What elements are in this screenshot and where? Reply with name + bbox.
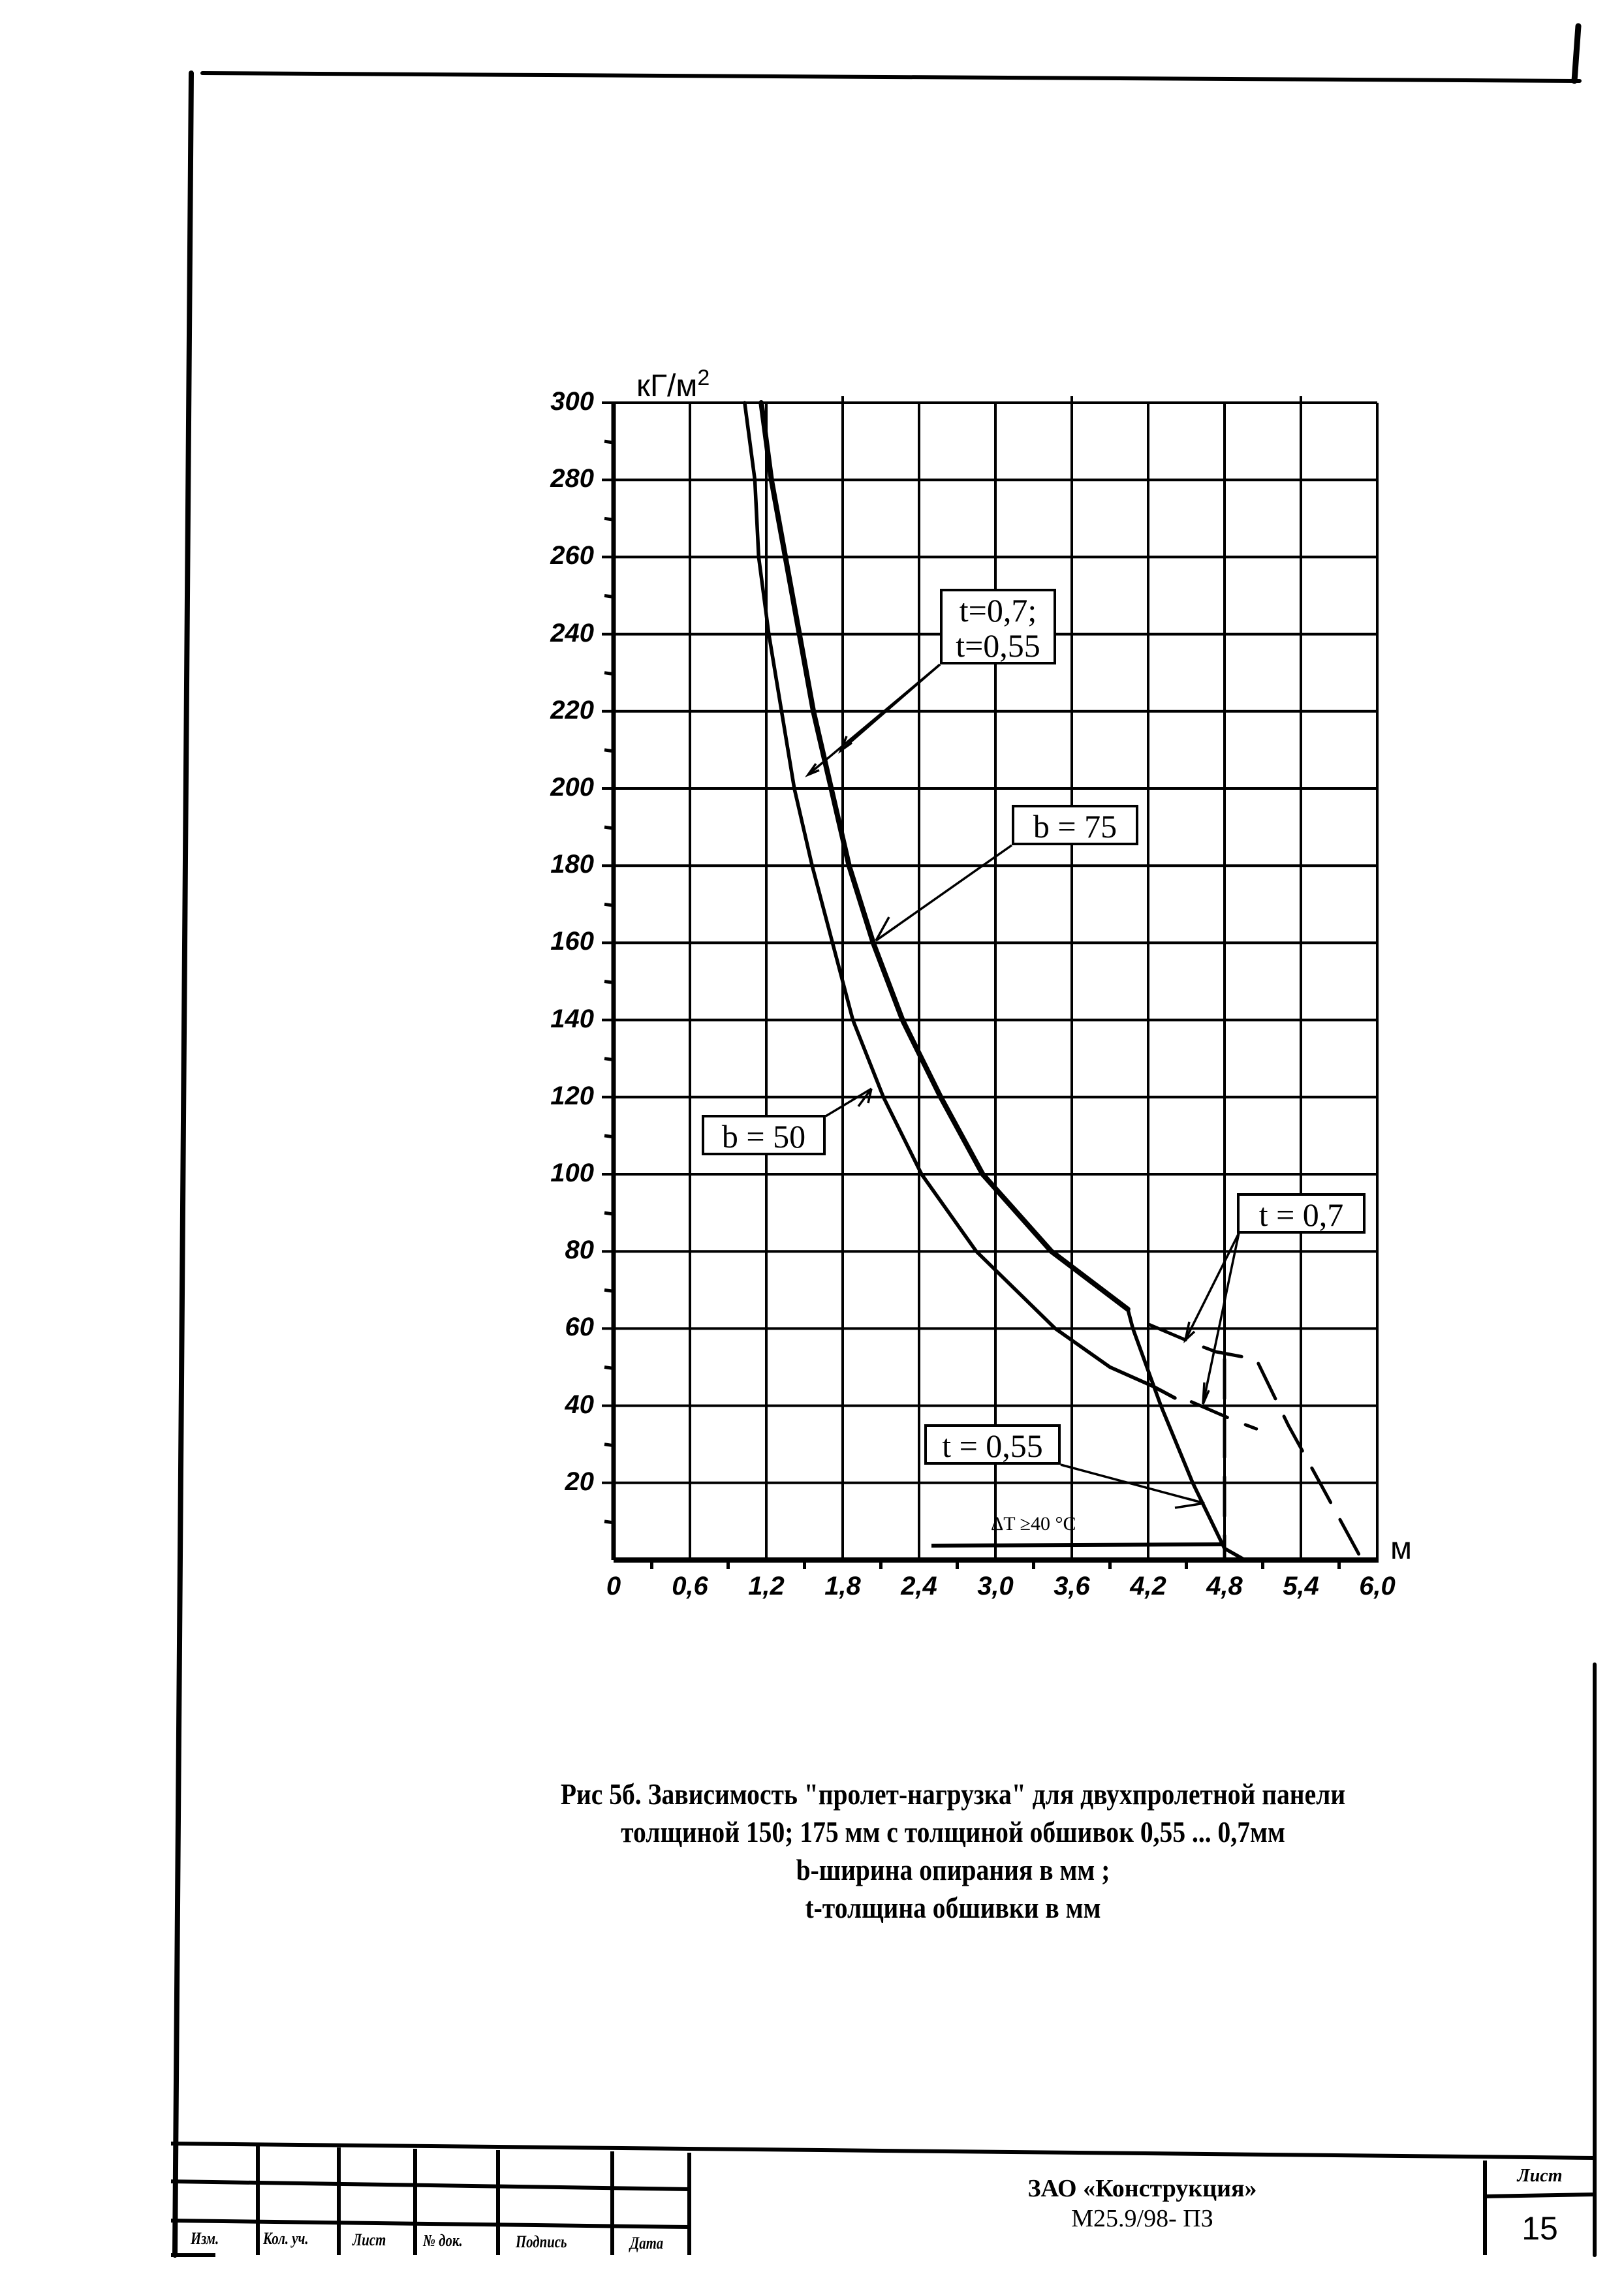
tb-organization: ЗАО «Конструкция» М25.9/98- ПЗ <box>1027 2175 1257 2232</box>
x-tick-label: 2,4 <box>901 1572 937 1600</box>
y-tick-label: 200 <box>550 773 594 802</box>
tb-header-kol: Кол. уч. <box>263 2229 309 2248</box>
y-axis-unit: кГ/м2 <box>636 366 710 403</box>
y-tick-label: 140 <box>550 1004 594 1033</box>
y-tick-label: 120 <box>550 1081 594 1110</box>
curve-3 <box>1148 1322 1364 1562</box>
caption-line-1: Рис 5б. Зависимость "пролет-нагрузка" дл… <box>560 1777 1346 1811</box>
caption-line-4: t-толщина обшивки в мм <box>805 1891 1101 1924</box>
x-tick-label: 3,0 <box>977 1572 1014 1600</box>
delta-t-line <box>931 1542 1224 1548</box>
curve-0 <box>743 401 1177 1400</box>
chart-grid <box>602 396 1379 1560</box>
y-tick-label: 280 <box>550 464 594 493</box>
delta-t-label: ΔT ≥40 °C <box>991 1513 1076 1535</box>
axis-minor-ticks <box>604 439 1341 1569</box>
x-tick-label: 1,2 <box>748 1572 785 1600</box>
y-tick-label: 300 <box>550 387 594 416</box>
y-tick-label: 180 <box>550 850 594 879</box>
y-tick-label: 260 <box>550 541 594 570</box>
x-tick-label: 3,6 <box>1054 1572 1090 1600</box>
tb-header-list: Лист <box>352 2230 386 2249</box>
x-tick-label: 6,0 <box>1359 1572 1396 1600</box>
y-tick-label: 100 <box>550 1159 594 1187</box>
annotation-t055: t = 0,55 <box>924 1424 1061 1465</box>
x-tick-label: 0,6 <box>672 1572 708 1600</box>
x-tick-label: 0 <box>606 1572 621 1600</box>
annotation-t07: t = 0,7 <box>1237 1193 1366 1234</box>
annotation-b75: b = 75 <box>1012 805 1138 845</box>
title-block-lines <box>170 2142 1595 2257</box>
tb-sheet-label: Лист <box>1517 2166 1563 2186</box>
annotation-b50: b = 50 <box>702 1115 826 1155</box>
x-tick-label: 1,8 <box>824 1572 861 1600</box>
x-tick-label: 5,4 <box>1283 1572 1319 1600</box>
y-tick-label: 240 <box>550 618 594 648</box>
y-tick-label: 160 <box>550 927 594 956</box>
leader-lines <box>805 663 1240 1509</box>
x-tick-label: 4,8 <box>1206 1572 1243 1600</box>
y-tick-label: 20 <box>565 1467 595 1496</box>
curve-4 <box>1189 1400 1258 1431</box>
tb-header-doc: № док. <box>423 2231 463 2250</box>
y-tick-label: 80 <box>565 1236 595 1265</box>
tb-header-izm: Изм. <box>191 2229 219 2248</box>
annotation-t-both: t=0,7; t=0,55 <box>940 589 1056 664</box>
curve-2 <box>1126 1307 1247 1562</box>
y-tick-label: 40 <box>565 1390 595 1419</box>
tb-header-date: Дата <box>630 2234 664 2253</box>
figure-caption: Рис 5б. Зависимость "пролет-нагрузка" дл… <box>448 1775 1458 1927</box>
curve-1 <box>758 400 1131 1312</box>
tb-header-sign: Подпись <box>516 2232 567 2251</box>
caption-line-3: b-ширина опирания в мм ; <box>796 1853 1110 1886</box>
chart-curves <box>743 400 1364 1562</box>
y-tick-label: 220 <box>550 695 594 725</box>
x-axis-unit: м <box>1390 1531 1412 1566</box>
tb-sheet-number: 15 <box>1522 2210 1558 2247</box>
caption-line-2: толщиной 150; 175 мм с толщиной обшивок … <box>621 1815 1285 1849</box>
x-tick-label: 4,2 <box>1130 1572 1166 1600</box>
y-tick-label: 60 <box>565 1313 595 1342</box>
